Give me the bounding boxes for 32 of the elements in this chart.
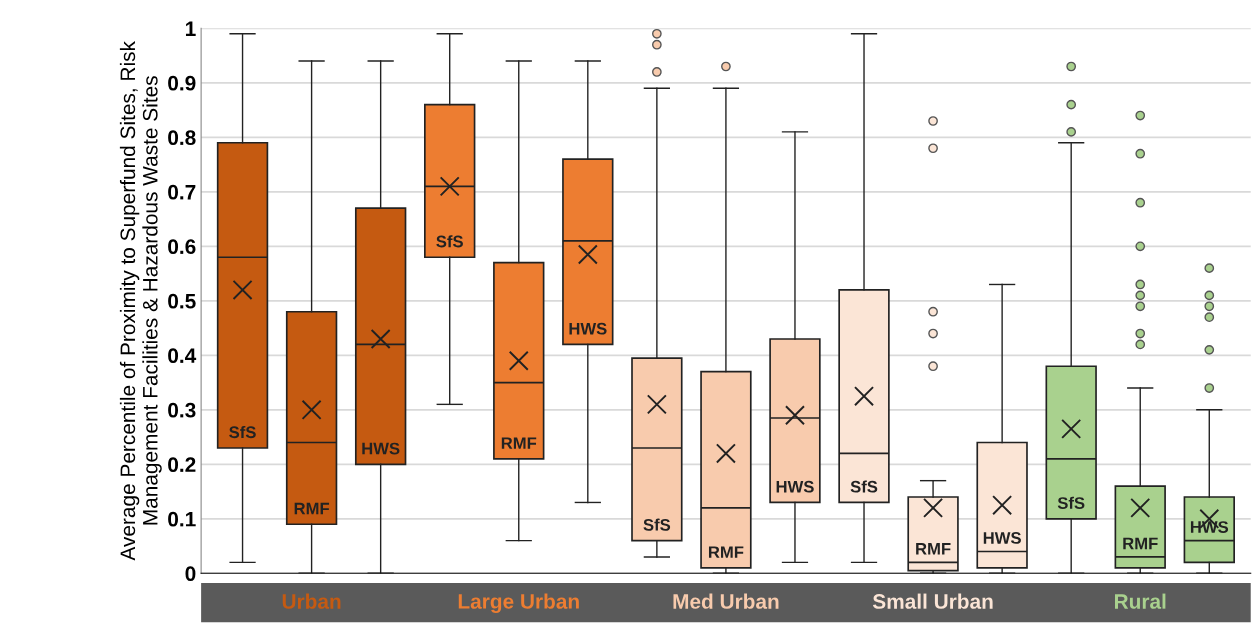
annotation: SfS [850, 480, 878, 493]
annotation: HWS [776, 480, 814, 493]
annotation: HWS [983, 532, 1021, 544]
annotation: RMF [294, 502, 330, 515]
text: Urban [282, 593, 341, 609]
y-tick-label: 0 [185, 566, 196, 582]
y-tick-label: 0.7 [168, 184, 196, 200]
annotation: SfS [436, 235, 463, 248]
series-label: Med Urban [673, 593, 779, 609]
annotation: SfS [1057, 496, 1085, 509]
series-label: Rural [1115, 593, 1166, 609]
y-tick-label: 0.4 [168, 348, 197, 364]
annotation: RMF [916, 543, 951, 555]
annotation: RMF [708, 546, 744, 558]
annotation: SfS [643, 518, 671, 531]
y-tick-label: 0.9 [168, 75, 196, 91]
y-tick-label: 0.5 [168, 293, 196, 309]
y-tick-label: 0.1 [168, 511, 196, 527]
y-tick-label: 1 [185, 21, 196, 36]
y-tick-label: 0.8 [168, 130, 196, 146]
annotation: HWS [362, 442, 400, 455]
annotation: SfS [229, 425, 256, 439]
annotation: HWS [1190, 521, 1229, 533]
y-tick-label: 0.2 [168, 457, 196, 473]
y-tick-label: 0.6 [168, 239, 196, 255]
annotation: RMF [501, 437, 537, 449]
annotation: HWS [569, 322, 607, 335]
annotation: RMF [1123, 537, 1158, 550]
series-label: Small Urban [872, 593, 993, 609]
y-tick-label: 0.3 [168, 402, 196, 418]
text: Large Urban [458, 593, 579, 614]
y-axis-title: Average Percentile of Proximity to Superfund Sites, Risk Management Facilities & Hazardous Waste Sites [119, 41, 162, 561]
